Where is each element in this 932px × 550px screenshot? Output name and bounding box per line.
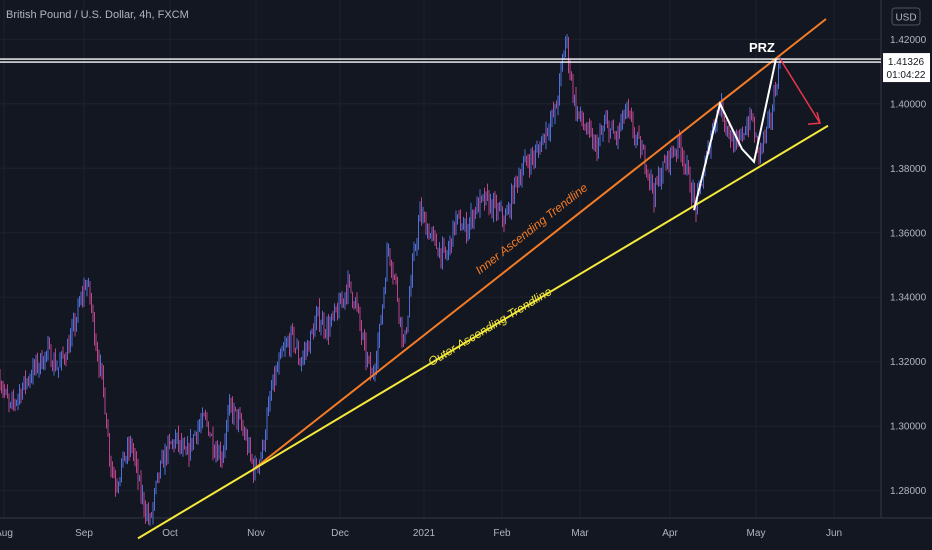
prz-label: PRZ <box>749 40 775 55</box>
y-tick-label-1: 1.40000 <box>890 99 927 110</box>
price-axis: 1.42000 1.40000 1.38000 1.36000 1.34000 1.320… <box>883 35 930 497</box>
x-tick-label-0: Aug <box>0 528 13 539</box>
currency-badge-label: USD <box>895 13 916 24</box>
x-tick-label-4: Dec <box>331 528 349 539</box>
y-tick-label-3: 1.36000 <box>890 228 927 239</box>
chart-title: British Pound / U.S. Dollar, 4h, FXCM <box>6 9 189 21</box>
price-level <box>0 58 881 63</box>
y-tick-label-2: 1.38000 <box>890 164 927 175</box>
price-series <box>0 33 781 526</box>
trendline-2 <box>137 124 829 540</box>
x-tick-label-6: Feb <box>493 528 511 539</box>
time-axis: Aug Sep Oct Nov Dec 2021 Feb Mar Apr May Jun <box>0 528 842 539</box>
x-tick-label-2: Oct <box>162 528 178 539</box>
y-tick-label-4: 1.34000 <box>890 293 927 304</box>
harmonic-pattern: PRZ <box>693 40 821 211</box>
price-tag-countdown: 01:04:22 <box>887 70 926 81</box>
y-tick-label-0: 1.42000 <box>890 35 927 46</box>
forecast-arrow-head <box>807 111 821 125</box>
pattern-zigzag <box>693 58 777 211</box>
x-tick-label-7: Mar <box>571 528 589 539</box>
x-tick-label-3: Nov <box>247 528 265 539</box>
currency-badge[interactable]: USD <box>891 7 921 26</box>
y-tick-label-5: 1.32000 <box>890 357 927 368</box>
price-tag-box <box>883 53 930 83</box>
x-tick-label-8: Apr <box>662 528 678 539</box>
x-tick-label-9: May <box>747 528 766 539</box>
x-tick-label-1: Sep <box>75 528 93 539</box>
x-tick-label-10: Jun <box>826 528 842 539</box>
y-tick-label-6: 1.30000 <box>890 422 927 433</box>
y-tick-label-7: 1.28000 <box>890 486 927 497</box>
grid <box>0 0 881 518</box>
trendline-1 <box>254 18 827 469</box>
forecast-arrow-shaft <box>779 58 821 124</box>
x-tick-label-5: 2021 <box>413 528 436 539</box>
price-tag-value: 1.41326 <box>888 57 925 68</box>
